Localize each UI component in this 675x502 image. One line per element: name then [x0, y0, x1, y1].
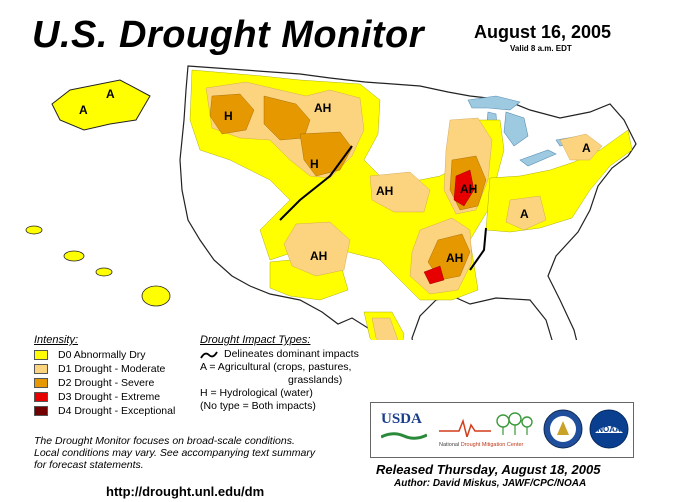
impact-hydrological: H = Hydrological (water) [200, 387, 313, 399]
map-label: AH [446, 251, 463, 265]
map-label: A [79, 103, 88, 117]
legend-item-d2: D2 Drought - Severe [34, 376, 175, 390]
legend-label: D3 Drought - Extreme [58, 391, 161, 403]
impact-legend: Drought Impact Types: Delineates dominan… [200, 334, 359, 413]
intensity-title: Intensity: [34, 334, 79, 346]
noaa-logo: NOAA [589, 409, 629, 454]
noaa-text: NOAA [597, 425, 621, 434]
impact-line-row: Delineates dominant impacts [200, 348, 359, 361]
noaa-icon: NOAA [589, 409, 629, 449]
d3-areas [423, 169, 475, 285]
seal-icon [543, 409, 583, 449]
commerce-seal [543, 409, 583, 454]
us-drought-map: A A H AH H AH AH AH A A AH A [25, 65, 637, 340]
hawaii [25, 225, 171, 307]
legend-label: D2 Drought - Severe [58, 377, 155, 389]
map-label: H [310, 157, 319, 171]
disclaimer-note: The Drought Monitor focuses on broad-sca… [34, 435, 315, 471]
map-label: H [224, 109, 233, 123]
legend-label: D4 Drought - Exceptional [58, 405, 176, 417]
impact-labels: A A H AH H AH AH AH A A AH A [79, 87, 591, 340]
lake-erie [519, 149, 557, 167]
usda-wave-icon [380, 432, 428, 440]
map-label: AH [310, 249, 327, 263]
ndmc-tree-icon [439, 412, 533, 440]
lake-huron [503, 111, 529, 147]
d3-swatch [34, 392, 48, 402]
legend-label: D0 Abnormally Dry [58, 349, 146, 361]
map-label: A [520, 207, 529, 221]
map-label: A [106, 87, 115, 101]
legend-label: D1 Drought - Moderate [58, 363, 166, 375]
ndmc-logo: National Drought Mitigation Center [439, 411, 535, 453]
map-date: August 16, 2005 [474, 22, 612, 42]
map-label: AH [314, 101, 331, 115]
lake-superior [467, 95, 521, 111]
impact-title: Drought Impact Types: [200, 334, 311, 346]
author: Author: David Miskus, JAWF/CPC/NOAA [394, 478, 587, 489]
valid-time: Valid 8 a.m. EDT [510, 44, 572, 53]
map-label: AH [460, 182, 477, 196]
usda-logo: USDA [380, 411, 428, 446]
d0-swatch [34, 350, 48, 360]
impact-both: (No type = Both impacts) [200, 400, 316, 412]
impact-agricultural-cont: grasslands) [288, 374, 343, 386]
impact-line-label: Delineates dominant impacts [224, 348, 359, 360]
intensity-legend: Intensity: D0 Abnormally Dry D1 Drought … [34, 334, 175, 418]
website-link[interactable]: http://drought.unl.edu/dm [106, 484, 265, 499]
release-date: Released Thursday, August 18, 2005 [376, 462, 601, 477]
legend-item-d0: D0 Abnormally Dry [34, 348, 175, 362]
ndmc-text: National Drought Mitigation Center [439, 442, 535, 448]
ndmc-national: National [439, 442, 460, 448]
impact-agricultural: A = Agricultural (crops, pastures, [200, 361, 352, 373]
map-label: A [582, 141, 591, 155]
legend-item-d3: D3 Drought - Extreme [34, 390, 175, 404]
d2-swatch [34, 378, 48, 388]
impact-line-icon [200, 351, 218, 358]
note-line: The Drought Monitor focuses on broad-sca… [34, 435, 295, 447]
d1-swatch [34, 364, 48, 374]
d4-swatch [34, 406, 48, 416]
legend-item-d4: D4 Drought - Exceptional [34, 404, 175, 418]
partner-logos: USDA National Drought Mitigation Center … [370, 402, 634, 458]
map-label: A [386, 339, 395, 340]
note-line: for forecast statements. [34, 459, 144, 471]
note-line: Local conditions may vary. See accompany… [34, 447, 316, 459]
alaska [51, 79, 151, 131]
ndmc-name: Drought Mitigation Center [460, 442, 524, 448]
usda-text: USDA [381, 411, 422, 427]
map-title: U.S. Drought Monitor [32, 14, 425, 56]
legend-item-d1: D1 Drought - Moderate [34, 362, 175, 376]
impact-lines [279, 145, 487, 271]
map-label: AH [376, 184, 393, 198]
